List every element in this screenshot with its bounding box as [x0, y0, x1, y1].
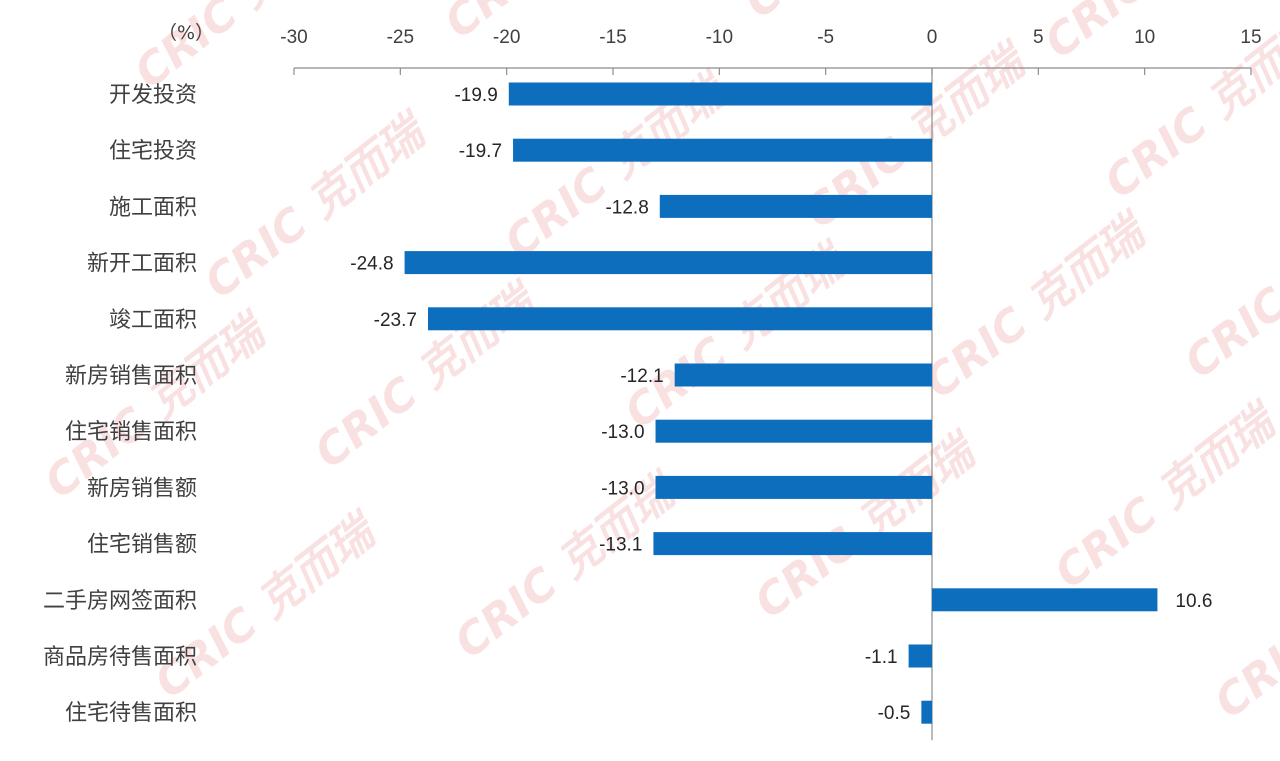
- bar: [427, 307, 932, 331]
- x-tick-label: -5: [817, 27, 834, 48]
- data-label: -12.1: [620, 366, 663, 387]
- x-tick-label: 15: [1240, 27, 1261, 48]
- watermark-logo: CRIC 克而瑞: [735, 0, 978, 29]
- svg-text:CRIC 克而瑞: CRIC 克而瑞: [435, 0, 678, 49]
- x-tick-label: -10: [706, 27, 733, 48]
- unit-label: （%）: [158, 22, 215, 44]
- x-tick-label: 10: [1134, 27, 1155, 48]
- data-label: -13.1: [599, 535, 642, 556]
- bars: 开发投资 -19.9 住宅投资 -19.7 施工面积 -12.8 新开工面积 -24.8 竣工面…: [43, 82, 1212, 726]
- x-tick-label: -20: [493, 27, 520, 48]
- bar: [404, 251, 932, 275]
- bar: [655, 419, 932, 443]
- svg-text:CRIC 克而瑞: CRIC 克而瑞: [195, 103, 438, 309]
- watermark-logo: CRIC 克而瑞: [435, 0, 678, 49]
- data-label: 10.6: [1175, 591, 1212, 612]
- category-label: 住宅投资: [109, 139, 197, 164]
- category-label: 住宅待售面积: [65, 701, 197, 726]
- data-label: -13.0: [601, 478, 644, 499]
- watermark-logo: CRIC 克而瑞: [1175, 183, 1280, 389]
- bar: [508, 82, 932, 106]
- svg-text:CRIC 克而瑞: CRIC 克而瑞: [735, 0, 978, 29]
- data-label: -12.8: [605, 197, 648, 218]
- data-label: -23.7: [374, 310, 417, 331]
- watermark-logo: CRIC 克而瑞: [1205, 523, 1280, 729]
- svg-text:CRIC 克而瑞: CRIC 克而瑞: [1205, 523, 1280, 729]
- watermark-logo: CRIC 克而瑞: [915, 203, 1158, 409]
- svg-text:CRIC 克而瑞: CRIC 克而瑞: [445, 463, 688, 669]
- x-tick-label: -25: [387, 27, 414, 48]
- watermark-logo: CRIC 克而瑞: [195, 103, 438, 309]
- watermark-logo: CRIC 克而瑞: [305, 273, 548, 479]
- data-label: -0.5: [878, 703, 911, 724]
- svg-text:CRIC 克而瑞: CRIC 克而瑞: [915, 203, 1158, 409]
- svg-text:CRIC 克而瑞: CRIC 克而瑞: [1045, 393, 1280, 599]
- x-tick-label: 5: [1033, 27, 1044, 48]
- category-label: 住宅销售额: [87, 533, 197, 558]
- category-label: 新房销售面积: [65, 364, 197, 389]
- x-axis: -30 -25 -20 -15 -10 -5 0 5 10 15: [280, 27, 1262, 741]
- watermark-logo: CRIC 克而瑞: [445, 463, 688, 669]
- x-tick-label: -30: [280, 27, 307, 48]
- bar: [659, 194, 932, 218]
- category-label: 竣工面积: [109, 308, 197, 333]
- category-label: 商品房待售面积: [43, 645, 197, 670]
- bar: [653, 532, 932, 556]
- category-label: 住宅销售面积: [65, 420, 197, 445]
- x-tick-label: -15: [599, 27, 626, 48]
- x-tick-label: 0: [927, 27, 938, 48]
- category-label: 施工面积: [109, 195, 197, 220]
- data-label: -24.8: [350, 254, 393, 275]
- category-label: 开发投资: [109, 83, 197, 108]
- bar: [921, 700, 932, 724]
- data-label: -19.7: [459, 141, 502, 162]
- category-label: 新开工面积: [87, 252, 197, 277]
- category-label: 新房销售额: [87, 476, 197, 501]
- data-label: -1.1: [865, 647, 898, 668]
- data-label: -19.9: [454, 85, 497, 106]
- bar: [908, 644, 932, 668]
- data-label: -13.0: [601, 422, 644, 443]
- watermark-logo: CRIC 克而瑞: [1045, 393, 1280, 599]
- bar: [932, 588, 1158, 612]
- svg-text:CRIC 克而瑞: CRIC 克而瑞: [1175, 183, 1280, 389]
- bar: [655, 475, 932, 499]
- bar: [674, 363, 932, 387]
- bar: [513, 138, 932, 162]
- svg-text:CRIC 克而瑞: CRIC 克而瑞: [305, 273, 548, 479]
- category-label: 二手房网签面积: [43, 589, 197, 614]
